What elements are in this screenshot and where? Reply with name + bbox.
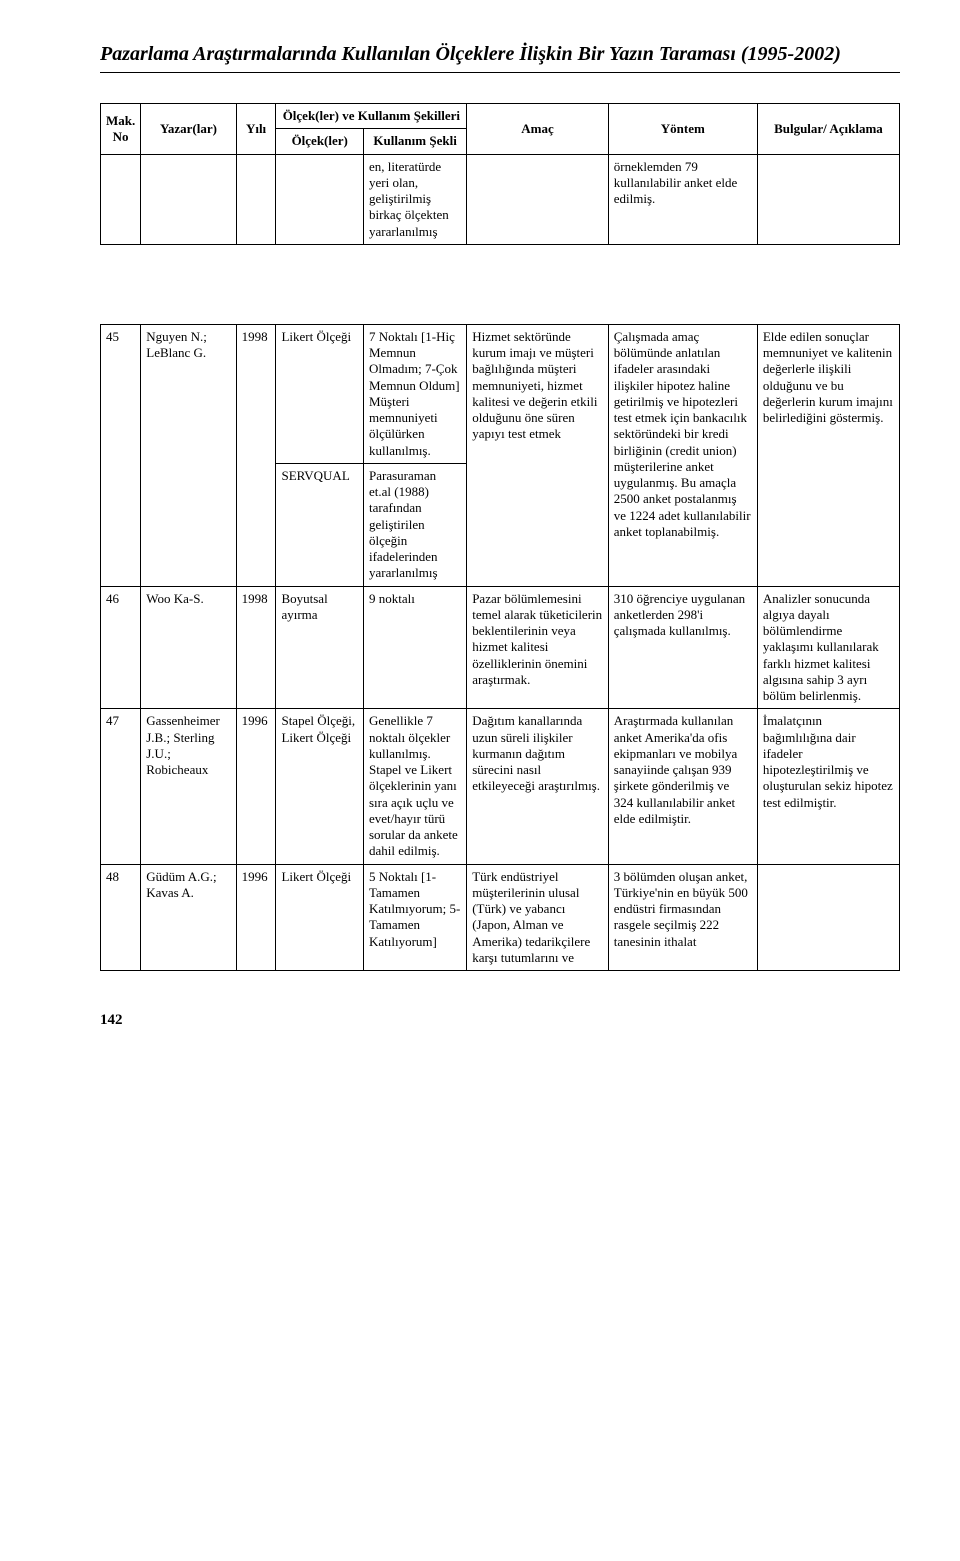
table-row: 47Gassenheimer J.B.; Sterling J.U.; Robi… [101, 709, 900, 864]
table-cell: Nguyen N.; LeBlanc G. [141, 324, 236, 586]
col-header-findings: Bulgular/ Açıklama [757, 104, 899, 155]
title-rule [100, 72, 900, 73]
main-table: Mak. No Yazar(lar) Yılı Ölçek(ler) ve Ku… [100, 103, 900, 971]
table-cell [757, 154, 899, 244]
table-cell: Gassenheimer J.B.; Sterling J.U.; Robich… [141, 709, 236, 864]
table-cell: 1996 [236, 864, 276, 971]
table-cell: 46 [101, 586, 141, 709]
page-title: Pazarlama Araştırmalarında Kullanılan Öl… [100, 40, 900, 68]
table-cell [757, 864, 899, 971]
table-cell: 310 öğrenciye uygulanan anketlerden 298'… [608, 586, 757, 709]
table-cell: örneklemden 79 kullanılabilir anket elde… [608, 154, 757, 244]
table-gap-row [101, 244, 900, 324]
table-body: en, literatürde yeri olan, geliştirilmiş… [101, 154, 900, 971]
table-cell: 1998 [236, 586, 276, 709]
table-cell: Dağıtım kanallarında uzun süreli ilişkil… [467, 709, 609, 864]
table-cell: Analizler sonucunda algıya dayalı bölüml… [757, 586, 899, 709]
table-cell: Elde edilen sonuçlar memnuniyet ve kalit… [757, 324, 899, 586]
table-cell: Stapel Ölçeği, Likert Ölçeği [276, 709, 364, 864]
col-header-no: Mak. No [101, 104, 141, 155]
table-cell: Türk endüstriyel müşterilerinin ulusal (… [467, 864, 609, 971]
table-row: en, literatürde yeri olan, geliştirilmiş… [101, 154, 900, 244]
table-cell: SERVQUAL [276, 463, 364, 586]
col-header-usage: Kullanım Şekli [363, 129, 466, 154]
table-cell: 3 bölümden oluşan anket, Türkiye'nin en … [608, 864, 757, 971]
table-cell: Likert Ölçeği [276, 324, 364, 463]
table-cell: 9 noktalı [363, 586, 466, 709]
table-cell [276, 154, 364, 244]
table-row: 48Güdüm A.G.; Kavas A.1996Likert Ölçeği5… [101, 864, 900, 971]
table-cell [141, 154, 236, 244]
table-cell: Likert Ölçeği [276, 864, 364, 971]
col-header-scale: Ölçek(ler) [276, 129, 364, 154]
table-cell: Parasuraman et.al (1988) tarafından geli… [363, 463, 466, 586]
table-cell [236, 154, 276, 244]
col-header-scale-group: Ölçek(ler) ve Kullanım Şekilleri [276, 104, 467, 129]
table-cell [101, 154, 141, 244]
table-cell: Pazar bölümlemesini temel alarak tüketic… [467, 586, 609, 709]
table-cell: İmalatçının bağımlılığına dair ifadeler … [757, 709, 899, 864]
table-cell: 45 [101, 324, 141, 586]
col-header-author: Yazar(lar) [141, 104, 236, 155]
table-cell: 5 Noktalı [1-Tamamen Katılmıyorum; 5-Tam… [363, 864, 466, 971]
table-cell: Boyutsal ayırma [276, 586, 364, 709]
table-cell: Genellikle 7 noktalı ölçekler kullanılmı… [363, 709, 466, 864]
col-header-year: Yılı [236, 104, 276, 155]
table-cell: Woo Ka-S. [141, 586, 236, 709]
table-cell: Hizmet sektöründe kurum imajı ve müşteri… [467, 324, 609, 586]
table-cell: 1996 [236, 709, 276, 864]
table-cell: 1998 [236, 324, 276, 586]
table-cell: 7 Noktalı [1-Hiç Memnun Olmadım; 7-Çok M… [363, 324, 466, 463]
table-header: Mak. No Yazar(lar) Yılı Ölçek(ler) ve Ku… [101, 104, 900, 155]
col-header-purpose: Amaç [467, 104, 609, 155]
col-header-method: Yöntem [608, 104, 757, 155]
table-row: 46Woo Ka-S.1998Boyutsal ayırma9 noktalıP… [101, 586, 900, 709]
table-cell: Güdüm A.G.; Kavas A. [141, 864, 236, 971]
gap-cell [101, 244, 900, 324]
table-cell: 47 [101, 709, 141, 864]
table-cell: 48 [101, 864, 141, 971]
table-cell: en, literatürde yeri olan, geliştirilmiş… [363, 154, 466, 244]
table-cell [467, 154, 609, 244]
table-cell: Araştırmada kullanılan anket Amerika'da … [608, 709, 757, 864]
page-number: 142 [100, 1011, 900, 1031]
table-cell: Çalışmada amaç bölümünde anlatılan ifade… [608, 324, 757, 586]
table-row: 45Nguyen N.; LeBlanc G.1998Likert Ölçeği… [101, 324, 900, 463]
